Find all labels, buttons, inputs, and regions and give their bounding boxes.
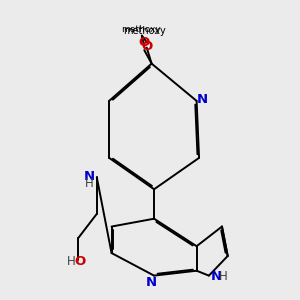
Text: methoxy: methoxy xyxy=(121,25,160,34)
Text: methoxy: methoxy xyxy=(123,26,166,35)
Text: N: N xyxy=(146,277,157,290)
Text: N: N xyxy=(211,270,222,284)
Text: O: O xyxy=(75,255,86,268)
Text: N: N xyxy=(197,93,208,106)
Text: H: H xyxy=(67,255,76,268)
Text: H: H xyxy=(85,177,93,190)
Text: O: O xyxy=(139,36,150,49)
Text: H: H xyxy=(219,270,228,284)
Text: O: O xyxy=(141,40,152,53)
Text: N: N xyxy=(83,170,94,183)
